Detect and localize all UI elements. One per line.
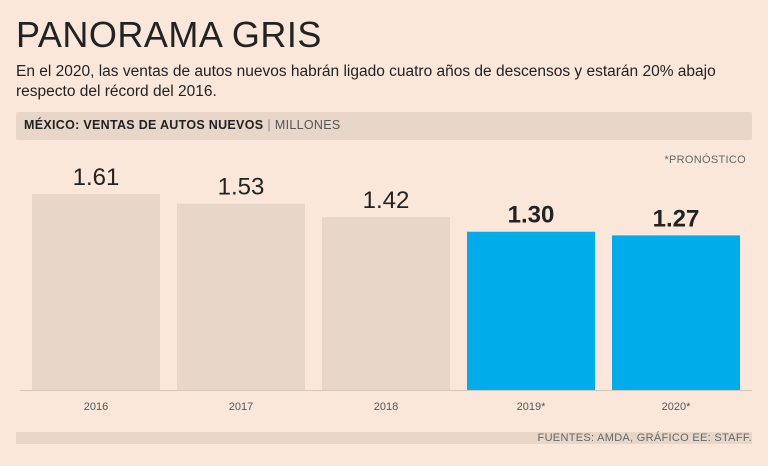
bar-2017 (177, 203, 305, 390)
bar-2018 (322, 217, 450, 390)
bar-2020-forecast (612, 235, 740, 390)
chart-header-separator: | (267, 118, 271, 132)
chart-subtitle: En el 2020, las ventas de autos nuevos h… (16, 63, 716, 100)
category-label: 2017 (229, 401, 253, 413)
footer-band (16, 432, 752, 444)
data-label: 1.42 (363, 187, 410, 214)
bar-2016 (32, 194, 160, 390)
chart-header-unit: MILLONES (274, 118, 341, 132)
data-label: 1.27 (653, 205, 700, 232)
bar-2019-forecast (467, 231, 595, 390)
chart-header-band: MÉXICO: VENTAS DE AUTOS NUEVOS | MILLONES (16, 112, 752, 140)
category-label: 2016 (84, 401, 108, 413)
chart-header-text: MÉXICO: VENTAS DE AUTOS NUEVOS | MILLONES (24, 118, 341, 132)
category-label: 2020* (662, 401, 691, 413)
forecast-note: *PRONÓSTICO (664, 154, 746, 166)
category-label: 2019* (517, 401, 546, 413)
chart-header-label: MÉXICO: VENTAS DE AUTOS NUEVOS (24, 118, 264, 132)
data-label: 1.61 (73, 164, 120, 191)
chart-title: PANORAMA GRIS (16, 14, 322, 55)
data-label: 1.53 (218, 174, 265, 201)
source-footer: FUENTES: AMDA, GRÁFICO EE: STAFF. (537, 432, 752, 444)
category-label: 2018 (374, 401, 398, 413)
data-label: 1.30 (508, 202, 555, 229)
